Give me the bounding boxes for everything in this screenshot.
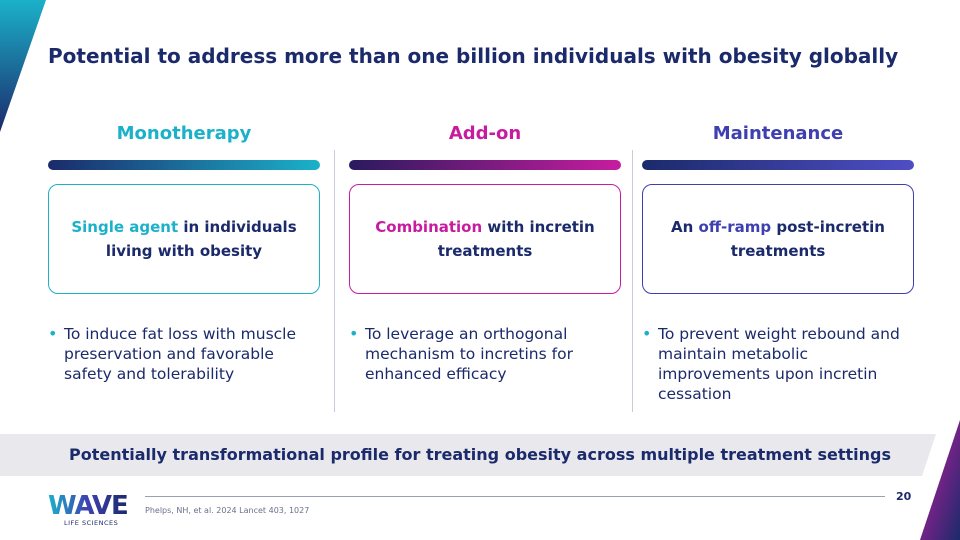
column-heading: Monotherapy bbox=[116, 123, 252, 144]
bullet-dot-icon: • bbox=[642, 324, 652, 343]
summary-box: An off-ramp post-incretin treatments bbox=[642, 184, 914, 294]
box-highlight: Single agent bbox=[71, 218, 179, 236]
column-divider bbox=[334, 150, 335, 412]
banner-text: Potentially transformational profile for… bbox=[69, 445, 891, 464]
footer-rule bbox=[145, 496, 885, 497]
box-highlight: off-ramp bbox=[698, 218, 772, 236]
gradient-bar bbox=[642, 160, 914, 170]
box-text-prefix: An bbox=[671, 218, 699, 236]
corner-accent-bottom-right bbox=[920, 420, 960, 540]
banner-background bbox=[0, 434, 936, 476]
column-add-on: Add-on Combination with incretin treatme… bbox=[349, 120, 621, 384]
bullet-item: • To induce fat loss with muscle preserv… bbox=[48, 324, 320, 384]
box-text: with incretin treatments bbox=[437, 218, 595, 260]
bullet-text: To leverage an orthogonal mechanism to i… bbox=[365, 325, 573, 383]
summary-box: Single agent in individuals living with … bbox=[48, 184, 320, 294]
bullet-item: • To prevent weight rebound and maintain… bbox=[642, 324, 914, 404]
gradient-bar bbox=[349, 160, 621, 170]
citation: Phelps, NH, et al. 2024 Lancet 403, 1027 bbox=[145, 506, 310, 515]
slide-title: Potential to address more than one billi… bbox=[48, 44, 899, 68]
logo-wordmark: WAVE bbox=[48, 491, 128, 521]
box-highlight: Combination bbox=[375, 218, 483, 236]
column-divider bbox=[632, 150, 633, 412]
box-text: in individuals living with obesity bbox=[105, 218, 297, 260]
column-heading: Maintenance bbox=[712, 123, 844, 144]
bullet-dot-icon: • bbox=[48, 324, 58, 343]
column-maintenance: Maintenance An off-ramp post-incretin tr… bbox=[642, 120, 914, 404]
logo-subtitle: LIFE SCIENCES bbox=[64, 519, 118, 527]
summary-box: Combination with incretin treatments bbox=[349, 184, 621, 294]
bullet-item: • To leverage an orthogonal mechanism to… bbox=[349, 324, 621, 384]
column-heading: Add-on bbox=[448, 123, 522, 144]
column-monotherapy: Monotherapy Single agent in individuals … bbox=[48, 120, 320, 384]
corner-accent-top-left bbox=[0, 0, 46, 132]
gradient-bar bbox=[48, 160, 320, 170]
bullet-text: To induce fat loss with muscle preservat… bbox=[64, 325, 297, 383]
wave-logo: WAVE LIFE SCIENCES bbox=[48, 491, 129, 527]
box-text: post-incretin treatments bbox=[730, 218, 885, 260]
bullet-text: To prevent weight rebound and maintain m… bbox=[658, 325, 900, 403]
page-number: 20 bbox=[896, 490, 912, 503]
bullet-dot-icon: • bbox=[349, 324, 359, 343]
